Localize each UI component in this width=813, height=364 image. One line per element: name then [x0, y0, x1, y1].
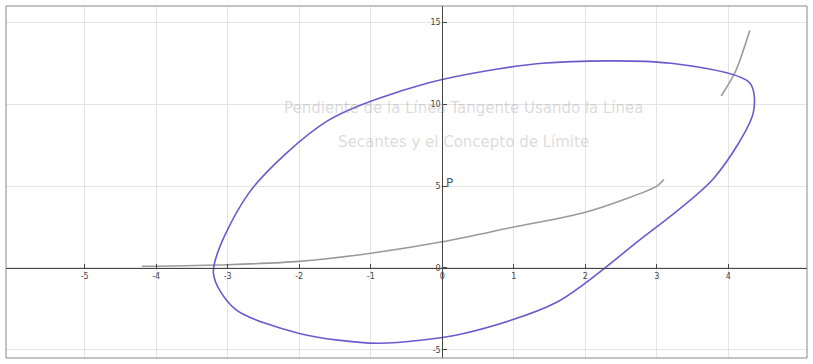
svg-text:P: P: [446, 176, 453, 190]
svg-text:-5: -5: [433, 346, 441, 355]
svg-text:-4: -4: [152, 272, 160, 281]
svg-text:4: 4: [726, 272, 731, 281]
svg-text:10: 10: [430, 100, 440, 109]
svg-text:-1: -1: [367, 272, 375, 281]
svg-text:Secantes y el Concepto de Lími: Secantes y el Concepto de Límite: [338, 133, 589, 151]
svg-text:0: 0: [440, 272, 445, 281]
svg-text:Pendiente de la Línea Tangente: Pendiente de la Línea Tangente Usando la…: [284, 99, 643, 117]
svg-text:15: 15: [430, 18, 440, 27]
svg-text:-2: -2: [295, 272, 303, 281]
svg-text:1: 1: [511, 272, 516, 281]
svg-text:-3: -3: [224, 272, 232, 281]
svg-text:3: 3: [654, 272, 659, 281]
svg-text:2: 2: [583, 272, 588, 281]
svg-text:5: 5: [436, 182, 441, 191]
svg-text:0: 0: [436, 264, 441, 273]
svg-text:-5: -5: [81, 272, 89, 281]
